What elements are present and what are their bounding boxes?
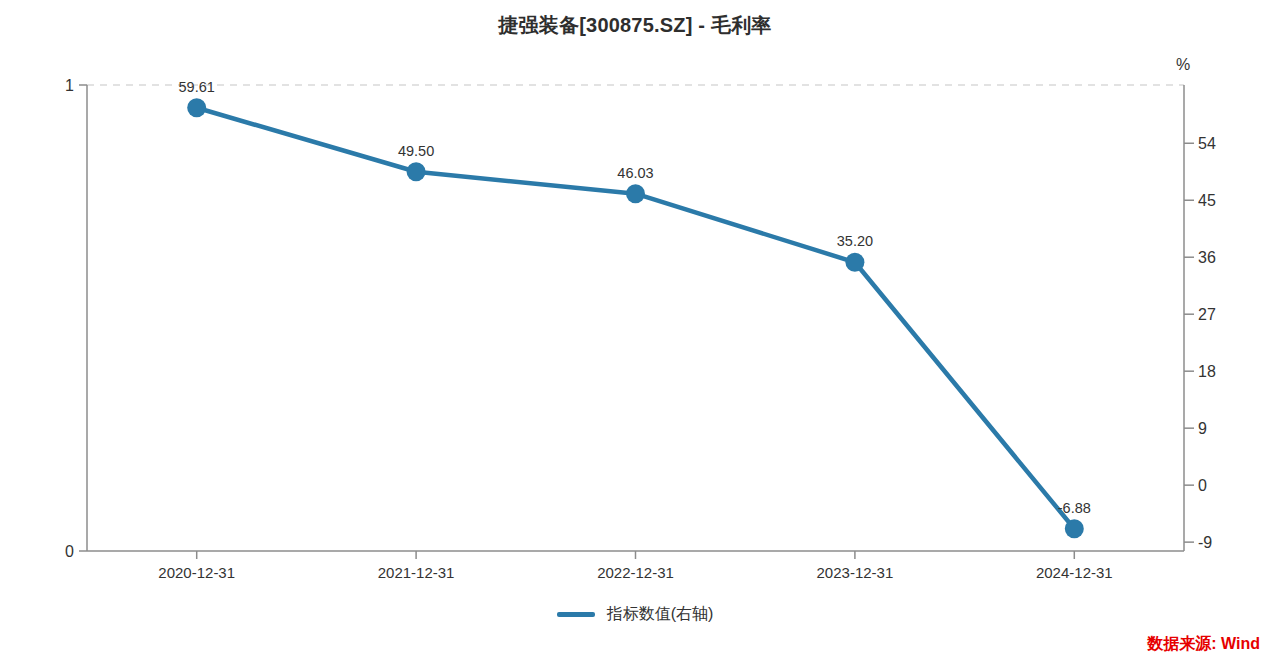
chart-card: 捷强装备[300875.SZ] - 毛利率 102020-12-312021-1… (0, 0, 1270, 663)
right-axis-tick-label: 36 (1198, 249, 1216, 266)
x-axis-label: 2024-12-31 (1036, 564, 1113, 581)
data-source-note: 数据来源: Wind (1147, 634, 1260, 655)
data-point-label: 46.03 (617, 165, 653, 181)
x-axis-label: 2021-12-31 (378, 564, 455, 581)
data-point[interactable] (187, 98, 206, 117)
right-axis-tick-label: 18 (1198, 363, 1216, 380)
left-axis-tick-label: 0 (65, 543, 74, 560)
right-axis-tick-label: 9 (1198, 420, 1207, 437)
x-axis-label: 2022-12-31 (597, 564, 674, 581)
right-axis-tick-label: 0 (1198, 477, 1207, 494)
data-point[interactable] (407, 162, 426, 181)
data-point[interactable] (1065, 519, 1084, 538)
data-point-label: 35.20 (837, 233, 873, 249)
legend-label: 指标数值(右轴) (607, 604, 714, 625)
right-axis-tick-label: 54 (1198, 135, 1216, 152)
x-axis-label: 2023-12-31 (817, 564, 894, 581)
data-point-label: -6.88 (1058, 500, 1091, 516)
data-point-label: 59.61 (179, 79, 215, 95)
left-axis-tick-label: 1 (65, 77, 74, 94)
right-axis-tick-label: 45 (1198, 192, 1216, 209)
legend[interactable]: 指标数值(右轴) (0, 604, 1270, 625)
data-point[interactable] (626, 184, 645, 203)
line-chart: 1 0 2020-12-31 2021-12-31 2022-12-31 2023-12-… (0, 0, 1270, 663)
right-axis-unit-label: % (1176, 56, 1190, 73)
data-point-label: 49.50 (398, 143, 434, 159)
right-axis-tick-label: -9 (1198, 534, 1212, 551)
x-axis-label: 2020-12-31 (158, 564, 235, 581)
data-point[interactable] (845, 253, 864, 272)
right-axis-tick-label: 27 (1198, 306, 1216, 323)
legend-line-swatch (557, 612, 595, 617)
